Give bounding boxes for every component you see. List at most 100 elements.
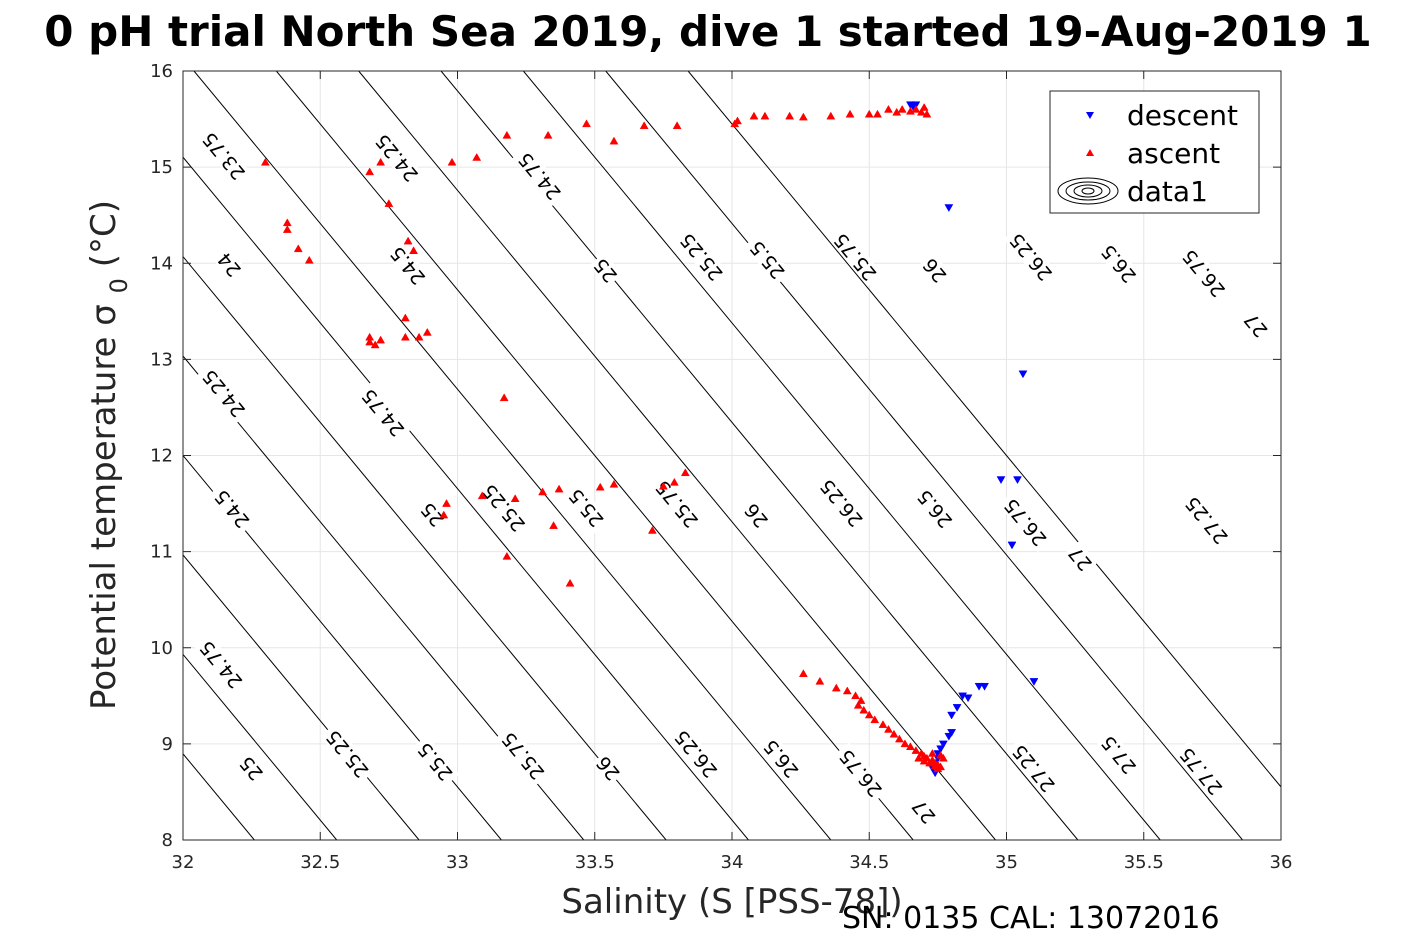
ascent-point xyxy=(304,255,314,264)
descent-point xyxy=(980,682,989,691)
ascent-point xyxy=(884,724,893,733)
y-axis-label: Potential temperature σ 0 (°C) xyxy=(84,200,133,710)
x-tick-label: 35.5 xyxy=(1124,852,1164,873)
ascent-point xyxy=(911,104,921,113)
ascent-point xyxy=(554,484,564,493)
ascent-point xyxy=(785,111,795,120)
ascent-point xyxy=(472,153,482,161)
ascent-point xyxy=(365,167,375,176)
legend: descent ascent data1 xyxy=(1049,90,1260,214)
density-contour-line xyxy=(605,71,1243,840)
density-contour-line xyxy=(183,653,338,840)
ascent-point xyxy=(826,111,836,120)
ascent-point xyxy=(439,510,449,519)
density-contour-line xyxy=(522,71,1161,840)
y-tick-label: 15 xyxy=(150,157,173,178)
density-contour-line xyxy=(183,554,420,840)
ascent-point xyxy=(895,734,904,743)
ascent-point xyxy=(422,327,432,336)
ascent-point xyxy=(870,715,880,724)
ascent-point xyxy=(260,157,270,166)
ascent-point xyxy=(647,525,657,534)
ascent-point xyxy=(938,753,948,762)
ascent-point xyxy=(859,705,869,714)
ascent-point xyxy=(798,669,808,677)
ascent-point xyxy=(370,340,380,349)
descent-point xyxy=(938,740,948,749)
ascent-point xyxy=(400,332,410,341)
ascent-point xyxy=(549,521,559,529)
ascent-point xyxy=(669,477,679,486)
ascent-point xyxy=(873,109,882,118)
contour-legend-icon xyxy=(1057,177,1119,205)
ascent-point xyxy=(609,136,619,145)
ascent-point xyxy=(927,748,937,757)
ascent-point xyxy=(905,742,915,751)
footer-calibration: SN: 0135 CAL: 13072016 xyxy=(842,901,1220,936)
ascent-point xyxy=(409,246,419,255)
density-contour-line xyxy=(183,156,749,840)
ascent-point xyxy=(403,236,413,245)
descent-point xyxy=(1018,370,1028,379)
ascent-point xyxy=(582,119,591,128)
descent-point xyxy=(1013,476,1022,485)
x-tick-label: 32.5 xyxy=(300,852,340,873)
ascent-point xyxy=(914,753,924,762)
ascent-point xyxy=(878,720,888,728)
x-tick-label: 35 xyxy=(995,852,1018,873)
ascent-point xyxy=(889,729,899,738)
ascent-point xyxy=(376,157,386,166)
ascent-point xyxy=(922,109,932,118)
ascent-point xyxy=(760,111,770,120)
ascent-point xyxy=(842,686,852,695)
ascent-point xyxy=(639,121,649,130)
ascent-point xyxy=(293,244,303,253)
ascent-point xyxy=(851,691,860,700)
descent-point xyxy=(947,729,957,737)
x-tick-label: 33 xyxy=(446,852,469,873)
ascent-point xyxy=(447,157,457,166)
data-series xyxy=(260,101,1039,778)
ascent-point xyxy=(543,130,553,139)
descent-legend-marker xyxy=(1086,112,1094,119)
ascent-point xyxy=(897,104,907,113)
x-tick-label: 33.5 xyxy=(575,852,615,873)
density-contours xyxy=(183,71,1281,840)
ascent-point xyxy=(845,109,855,118)
ascent-point xyxy=(282,225,292,233)
legend-box xyxy=(1049,90,1260,214)
y-tick-label: 8 xyxy=(162,830,173,851)
density-contour-line xyxy=(275,71,914,840)
ascent-point xyxy=(798,112,808,121)
ascent-point xyxy=(365,337,375,346)
density-contour-line xyxy=(183,255,667,840)
legend-entry-ascent: ascent xyxy=(1086,137,1220,170)
series-ascent xyxy=(260,103,948,773)
ascent-point xyxy=(672,121,682,130)
y-tick-label: 13 xyxy=(150,349,173,370)
density-contour-line xyxy=(193,71,832,840)
ascent-point xyxy=(864,710,874,719)
x-tick-label: 36 xyxy=(1270,852,1293,873)
series-descent xyxy=(905,101,1039,778)
y-tick-label: 12 xyxy=(150,446,173,467)
legend-entry-descent: descent xyxy=(1086,99,1238,132)
ascent-point xyxy=(595,482,605,491)
descent-point xyxy=(952,704,962,712)
ascent-point xyxy=(400,313,410,322)
density-contour-line xyxy=(183,355,585,840)
x-tick-label: 34 xyxy=(721,852,744,873)
legend-entry-data1: data1 xyxy=(1057,175,1208,208)
y-tick-label: 16 xyxy=(150,61,173,82)
descent-point xyxy=(996,476,1006,485)
x-tick-label: 34.5 xyxy=(849,852,889,873)
legend-label: ascent xyxy=(1127,137,1220,170)
axis-ticks: 32 32.5 33 33.5 34 34.5 35 35.5 36 8 9 10 11 12 13 14 15… xyxy=(150,61,1292,873)
legend-label: descent xyxy=(1127,99,1238,132)
ascent-point xyxy=(856,696,866,704)
ascent-point xyxy=(884,104,893,113)
descent-point xyxy=(944,732,954,741)
descent-point xyxy=(944,204,954,213)
density-contour-line xyxy=(358,71,996,840)
